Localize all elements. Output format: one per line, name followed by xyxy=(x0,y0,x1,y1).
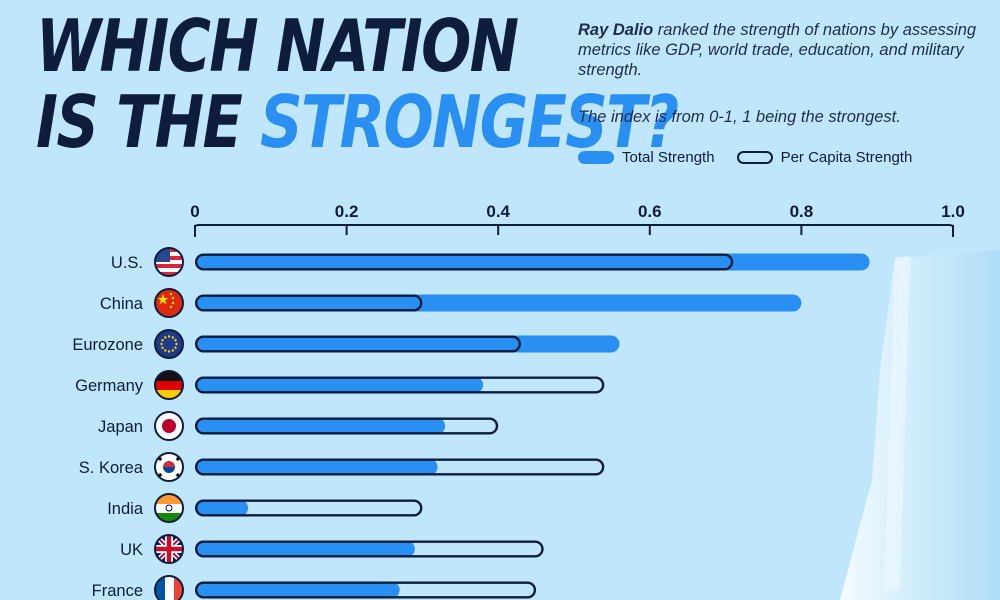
total-strength-bar xyxy=(195,458,438,476)
intro-body: ranked the strength of nations by assess… xyxy=(578,21,977,79)
category-label: France xyxy=(92,582,143,600)
per-capita-strength-bar xyxy=(194,253,734,271)
china-flag-icon xyxy=(154,288,184,318)
eu-flag-icon xyxy=(154,329,184,359)
japan-flag-icon xyxy=(154,411,184,441)
bar-row: UK xyxy=(120,534,544,564)
intro-author: Ray Dalio xyxy=(578,21,654,39)
x-axis-line xyxy=(194,224,954,237)
white-flag-decoration xyxy=(840,250,1000,600)
total-strength-bar xyxy=(195,253,870,271)
title-line-1: Which Nation xyxy=(36,4,519,88)
category-label: Eurozone xyxy=(72,336,143,354)
category-label: India xyxy=(107,500,144,518)
legend-percap-swatch xyxy=(736,151,773,164)
per-capita-strength-bar xyxy=(194,540,544,558)
x-axis: 0 0.2 0.4 0.6 0.8 1.0 xyxy=(190,202,965,237)
bar-row: S. Korea xyxy=(79,452,605,482)
per-capita-strength-bar xyxy=(194,335,521,353)
bar-row: Japan xyxy=(98,411,499,441)
bar-row: Eurozone xyxy=(72,329,620,359)
total-strength-bar xyxy=(195,540,415,558)
bar-row: Germany xyxy=(75,370,605,400)
bar-row: India xyxy=(107,493,423,523)
title-line-2-accent: Strongest? xyxy=(260,80,679,164)
bar-row: France xyxy=(92,575,537,600)
x-tick-label: 0.6 xyxy=(638,202,662,221)
uk-flag-icon xyxy=(154,534,184,564)
us-flag-icon xyxy=(154,247,184,277)
bar-row: China xyxy=(100,288,802,318)
legend-total-label: Total Strength xyxy=(622,149,715,166)
per-capita-strength-bar xyxy=(194,376,605,394)
category-label: Japan xyxy=(98,418,143,436)
total-strength-bar xyxy=(195,499,249,517)
bar-row: U.S. xyxy=(111,247,870,277)
total-strength-bar xyxy=(195,335,620,353)
per-capita-strength-bar xyxy=(194,417,499,435)
category-label: UK xyxy=(120,541,143,559)
category-label: China xyxy=(100,295,144,313)
south-korea-flag-icon xyxy=(154,452,184,482)
total-strength-bar xyxy=(195,376,484,394)
india-flag-icon xyxy=(154,493,184,523)
bar-rows: U.S. China Eurozone Germany Japan S. Korea Ind… xyxy=(72,247,870,600)
legend-total-swatch xyxy=(578,151,614,164)
x-tick-label: 1.0 xyxy=(941,202,965,221)
legend-percap-label: Per Capita Strength xyxy=(780,149,913,166)
category-label: S. Korea xyxy=(79,459,144,477)
total-strength-bar xyxy=(195,581,400,599)
france-flag-icon xyxy=(154,575,184,600)
per-capita-strength-bar xyxy=(194,458,605,476)
x-tick-label: 0.8 xyxy=(790,202,814,221)
per-capita-strength-bar xyxy=(194,499,423,517)
total-strength-bar xyxy=(195,417,446,435)
page-title: Which Nation is the Strongest? xyxy=(36,8,679,160)
index-note: The index is from 0-1, 1 being the stron… xyxy=(578,108,901,126)
category-label: U.S. xyxy=(111,254,143,272)
chart-legend: Total Strength Per Capita Strength xyxy=(578,149,934,166)
title-line-2-prefix: is the xyxy=(36,80,261,164)
x-tick-label: 0.4 xyxy=(486,202,510,221)
x-tick-label: 0.2 xyxy=(335,202,359,221)
total-strength-bar xyxy=(195,294,802,312)
x-tick-label: 0 xyxy=(190,202,199,221)
germany-flag-icon xyxy=(154,370,184,400)
per-capita-strength-bar xyxy=(194,581,537,599)
category-label: Germany xyxy=(75,377,144,395)
per-capita-strength-bar xyxy=(194,294,423,312)
intro-text: Ray Dalio ranked the strength of nations… xyxy=(578,20,978,80)
